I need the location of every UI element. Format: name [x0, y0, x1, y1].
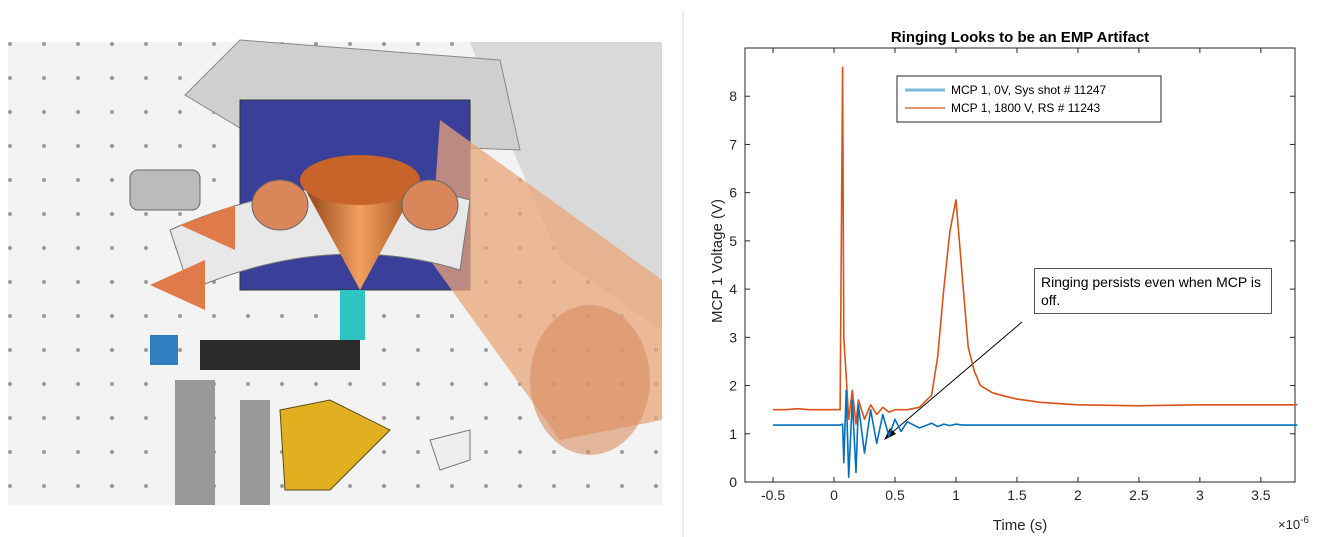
post [240, 400, 270, 505]
x-axis-label: Time (s) [993, 517, 1047, 534]
x-tick-label: 0 [830, 487, 838, 503]
series-line [773, 389, 1298, 478]
legend-box [896, 75, 1162, 123]
x-tick-label: 3.5 [1251, 487, 1271, 503]
y-tick-label: 4 [729, 281, 737, 297]
series-line [773, 66, 1298, 425]
cone-side [150, 260, 205, 310]
y-tick-label: 5 [729, 233, 737, 249]
clip [429, 429, 471, 471]
sensor [340, 290, 365, 340]
bracket [279, 399, 391, 491]
y-tick-label: 3 [729, 329, 737, 345]
legend-label: MCP 1, 0V, Sys shot # 11247 [951, 83, 1107, 97]
cylinder-end [530, 305, 650, 455]
y-axis-label: MCP 1 Voltage (V) [709, 199, 726, 323]
annotation: Ringing persists even when MCP is off. [1034, 268, 1272, 314]
y-tick-label: 0 [729, 474, 737, 490]
x-exponent-base: ×10 [1278, 517, 1300, 532]
cad-render [8, 39, 662, 505]
motor [129, 169, 201, 211]
y-tick-label: 8 [729, 88, 737, 104]
cone [300, 180, 420, 290]
x-tick-label: 1 [952, 487, 960, 503]
camera [150, 335, 178, 365]
x-tick-label: 2 [1074, 487, 1082, 503]
cone-side [180, 205, 235, 250]
x-exponent: ×10-6 [1278, 515, 1309, 532]
x-tick-label: 2.5 [1129, 487, 1149, 503]
x-tick-label: 1.5 [1007, 487, 1027, 503]
y-tick-label: 1 [729, 426, 737, 442]
post [175, 380, 215, 505]
rail [200, 340, 360, 370]
y-tick-label: 2 [729, 378, 737, 394]
cone-top [300, 155, 420, 205]
x-tick-label: -0.5 [761, 487, 785, 503]
legend-label: MCP 1, 1800 V, RS # 11243 [951, 101, 1101, 115]
x-tick-label: 0.5 [885, 487, 905, 503]
cone-small [251, 179, 309, 231]
x-exponent-power: -6 [1300, 515, 1309, 526]
annotation-arrow [887, 321, 1023, 437]
y-tick-label: 7 [729, 136, 737, 152]
cone-small [401, 179, 459, 231]
chart-title: Ringing Looks to be an EMP Artifact [891, 29, 1149, 46]
x-tick-label: 3 [1196, 487, 1204, 503]
y-tick-label: 6 [729, 185, 737, 201]
